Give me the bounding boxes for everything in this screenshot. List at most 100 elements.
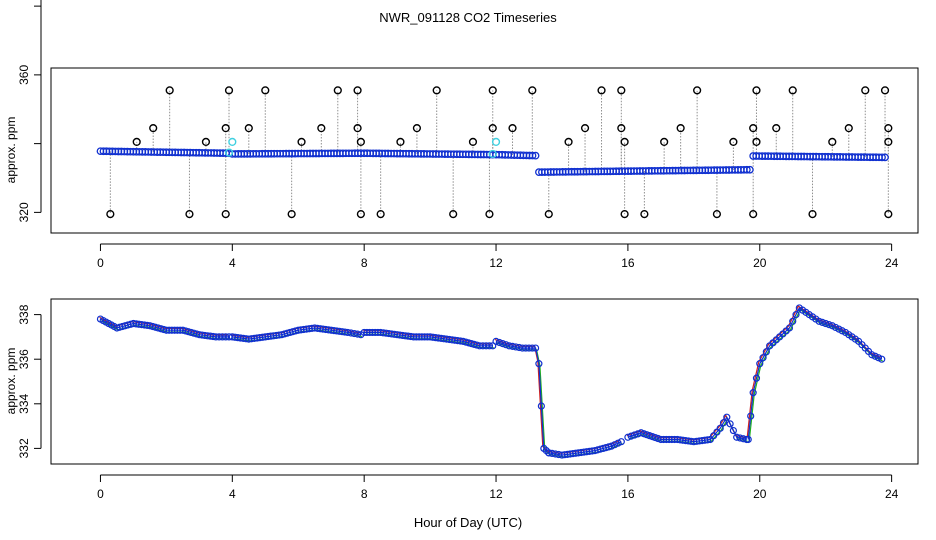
outlier-point <box>752 86 761 95</box>
top-outlier-markers <box>106 86 893 219</box>
series-marker <box>505 342 513 350</box>
outlier-point <box>620 137 629 147</box>
y-tick-label: 332 <box>17 438 31 458</box>
series-marker <box>607 442 616 450</box>
top-y-axis-label: approx. ppm <box>4 117 18 184</box>
outlier-point <box>844 124 853 133</box>
y-tick-label: 336 <box>17 349 31 369</box>
series-line <box>495 340 550 454</box>
outlier-point <box>660 137 669 147</box>
outlier-point <box>564 137 573 147</box>
series-marker <box>344 328 352 337</box>
series-marker <box>747 412 755 420</box>
series-marker <box>611 441 619 449</box>
bottom-y-axis-label: approx. ppm <box>4 348 18 415</box>
outlier-point <box>449 209 458 219</box>
series-marker <box>703 436 712 444</box>
outlier-point <box>376 209 385 219</box>
series-line <box>746 305 881 438</box>
outlier-point <box>640 209 649 219</box>
outlier-point <box>752 137 761 147</box>
outlier-point <box>333 86 342 95</box>
series-marker <box>531 344 540 352</box>
series-marker <box>736 434 744 442</box>
series-marker <box>759 354 767 362</box>
series-marker <box>792 311 800 319</box>
series-marker <box>878 355 886 363</box>
outlier-point <box>468 137 478 147</box>
series-marker <box>548 449 556 458</box>
chart-title: NWR_091128 CO2 Timeseries <box>379 10 557 25</box>
bottom-series-lines <box>99 305 883 458</box>
outlier-point <box>165 86 174 95</box>
series-marker <box>617 438 625 446</box>
top-plot-frame <box>50 67 919 234</box>
series-marker <box>868 351 876 359</box>
top-spike-lines <box>109 90 889 215</box>
outlier-point <box>808 209 817 219</box>
series-marker <box>537 402 545 410</box>
outlier-point <box>201 137 211 147</box>
series-marker <box>752 374 761 382</box>
series-marker <box>789 317 797 325</box>
x-tick-label: 12 <box>489 256 503 270</box>
series-marker <box>719 419 728 427</box>
outlier-point <box>528 86 537 95</box>
outlier-point <box>488 86 497 95</box>
series-marker <box>347 329 355 337</box>
x-axis-label: Hour of Day (UTC) <box>414 515 522 530</box>
y-tick-label: 338 <box>17 304 31 324</box>
data-point <box>746 165 754 174</box>
series-marker <box>871 352 879 360</box>
bottom-panel: 0 4 8 12 16 20 24 332 334 336 338 approx. ppm Hou… <box>4 298 919 530</box>
outlier-point <box>620 209 629 219</box>
series-marker <box>545 449 553 457</box>
series-marker <box>716 424 724 432</box>
outlier-point <box>617 124 626 133</box>
series-line <box>365 333 494 349</box>
outlier-point <box>106 209 115 219</box>
bottom-x-axis: 0 4 8 12 16 20 24 <box>97 474 899 501</box>
series-marker <box>624 433 632 441</box>
series-marker <box>551 450 559 458</box>
outlier-point <box>861 86 870 95</box>
x-tick-label: 0 <box>97 487 104 501</box>
outlier-point <box>693 86 702 95</box>
series-line <box>494 339 549 452</box>
outlier-point <box>749 124 758 133</box>
series-marker <box>353 330 362 338</box>
series-marker <box>489 342 497 350</box>
outlier-point <box>221 209 230 219</box>
series-marker <box>512 343 520 351</box>
series-marker <box>726 420 734 428</box>
series-marker <box>818 318 826 327</box>
data-point <box>743 165 751 174</box>
outlier-point <box>676 124 685 133</box>
outlier-point <box>485 209 494 219</box>
y-tick-label: 320 <box>17 202 31 222</box>
series-marker <box>762 348 770 356</box>
outlier-point <box>617 86 626 95</box>
outlier-point <box>356 209 365 219</box>
series-marker <box>630 431 639 439</box>
outlier-point <box>544 209 553 219</box>
outlier-point <box>597 86 606 95</box>
series-line <box>748 308 883 442</box>
outlier-point <box>149 124 158 133</box>
series-marker <box>749 389 757 397</box>
series-marker <box>614 439 622 447</box>
outlier-point <box>508 124 517 133</box>
series-marker <box>744 435 752 444</box>
x-tick-label: 20 <box>753 487 767 501</box>
series-marker <box>528 344 536 352</box>
outlier-point <box>287 209 296 219</box>
outlier-point <box>712 209 722 219</box>
series-marker <box>508 342 517 350</box>
series-marker <box>495 338 503 347</box>
outlier-point <box>353 86 362 95</box>
outlier-point <box>224 86 234 95</box>
outlier-point <box>884 124 893 133</box>
series-marker <box>499 339 507 348</box>
x-tick-label: 24 <box>885 487 899 501</box>
